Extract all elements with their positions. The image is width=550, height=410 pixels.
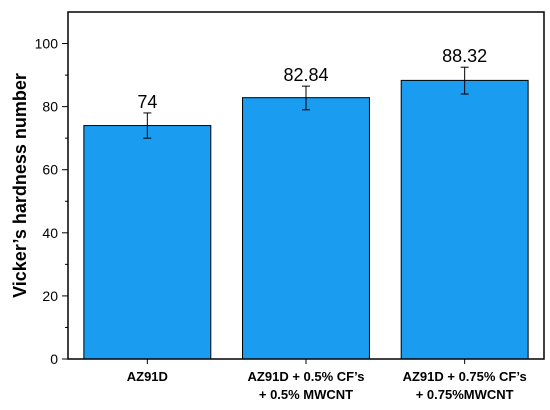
x-tick-label-line: + 0.75%MWCNT xyxy=(416,387,514,402)
y-tick-label: 100 xyxy=(35,36,59,52)
x-tick-label-line: + 0.5% MWCNT xyxy=(259,387,353,402)
y-tick-label: 80 xyxy=(42,99,58,115)
y-tick-label: 60 xyxy=(42,162,58,178)
data-label: 82.84 xyxy=(283,65,328,85)
plot-area: 74 AZ91D 82.84 AZ91D + 0.5% CF’s + 0.5% MWCN… xyxy=(35,11,545,402)
bar xyxy=(83,125,212,360)
y-axis-title: Vicker’s hardness number xyxy=(10,73,30,298)
x-tick-label-line: AZ91D + 0.75% CF’s xyxy=(403,369,527,384)
y-tick-label: 20 xyxy=(42,288,58,304)
bar xyxy=(400,79,529,360)
plot-frame xyxy=(67,11,545,360)
bar xyxy=(242,97,370,360)
data-label: 74 xyxy=(137,92,157,112)
y-tick-label: 40 xyxy=(42,225,58,241)
data-label: 88.32 xyxy=(442,46,487,66)
x-tick-label-line: AZ91D xyxy=(127,369,168,384)
x-tick-label-line: AZ91D + 0.5% CF’s xyxy=(248,369,365,384)
x-tick-label: AZ91D + 0.5% CF’s + 0.5% MWCNT xyxy=(248,369,365,402)
x-tick-label: AZ91D xyxy=(127,369,168,384)
x-tick-label: AZ91D + 0.75% CF’s + 0.75%MWCNT xyxy=(403,369,527,402)
y-tick-label: 0 xyxy=(50,351,58,367)
